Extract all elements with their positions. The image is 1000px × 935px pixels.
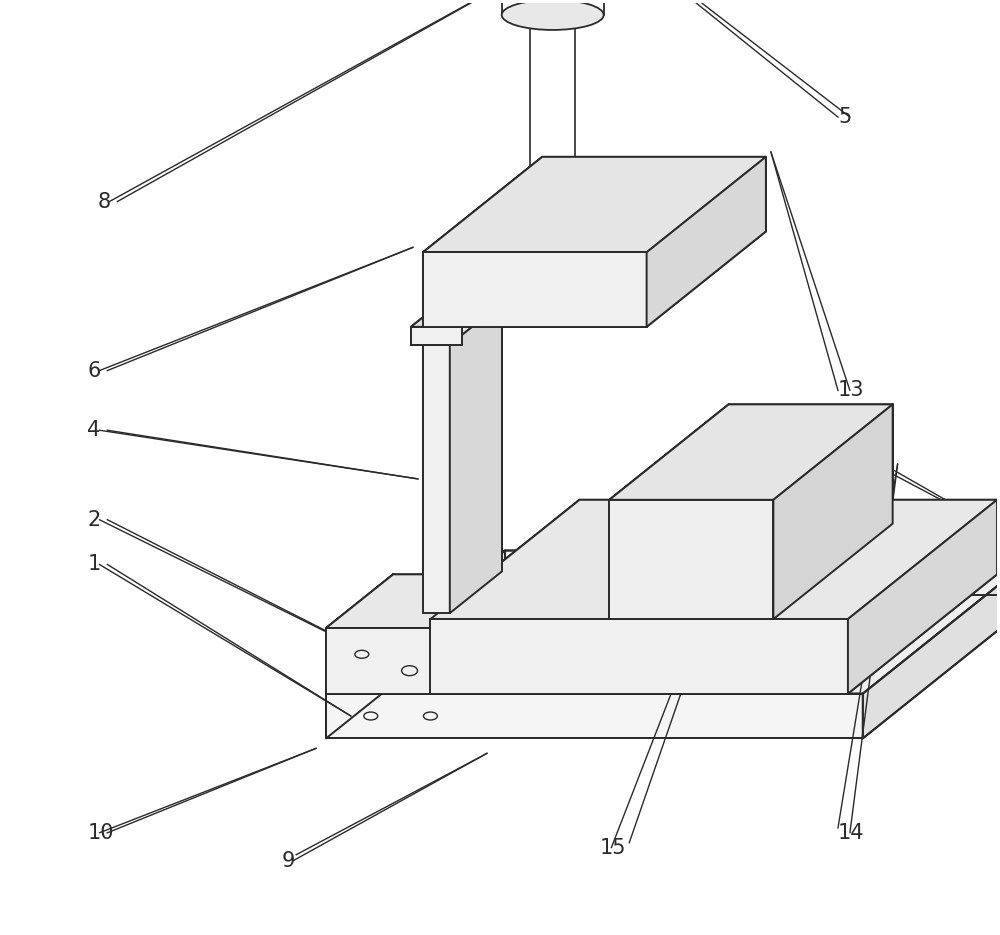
Polygon shape bbox=[423, 303, 502, 345]
Text: 4: 4 bbox=[87, 420, 101, 440]
Text: 1: 1 bbox=[87, 554, 101, 574]
Text: 13: 13 bbox=[838, 381, 864, 400]
Polygon shape bbox=[848, 500, 997, 694]
Text: 9: 9 bbox=[281, 851, 295, 870]
Polygon shape bbox=[475, 574, 542, 694]
Ellipse shape bbox=[516, 213, 590, 235]
Text: 2: 2 bbox=[87, 510, 101, 530]
Polygon shape bbox=[609, 500, 773, 619]
Polygon shape bbox=[411, 285, 514, 327]
Polygon shape bbox=[411, 327, 462, 345]
Text: 3: 3 bbox=[838, 435, 851, 455]
Polygon shape bbox=[773, 404, 893, 619]
Polygon shape bbox=[326, 628, 475, 694]
Text: 10: 10 bbox=[87, 823, 114, 842]
Text: 6: 6 bbox=[87, 361, 101, 381]
Text: 15: 15 bbox=[599, 838, 626, 857]
Polygon shape bbox=[423, 345, 450, 613]
Text: 5: 5 bbox=[838, 108, 851, 127]
Ellipse shape bbox=[516, 177, 590, 199]
Polygon shape bbox=[326, 694, 863, 739]
Ellipse shape bbox=[502, 0, 604, 30]
Text: 14: 14 bbox=[838, 823, 864, 842]
Polygon shape bbox=[326, 574, 542, 628]
Polygon shape bbox=[326, 551, 1000, 694]
Polygon shape bbox=[609, 404, 893, 500]
Polygon shape bbox=[450, 303, 502, 613]
Polygon shape bbox=[430, 500, 997, 619]
Polygon shape bbox=[647, 157, 766, 327]
Polygon shape bbox=[423, 157, 766, 252]
Polygon shape bbox=[430, 619, 848, 694]
Polygon shape bbox=[423, 252, 647, 327]
Polygon shape bbox=[863, 551, 1000, 739]
Text: 8: 8 bbox=[97, 192, 111, 211]
